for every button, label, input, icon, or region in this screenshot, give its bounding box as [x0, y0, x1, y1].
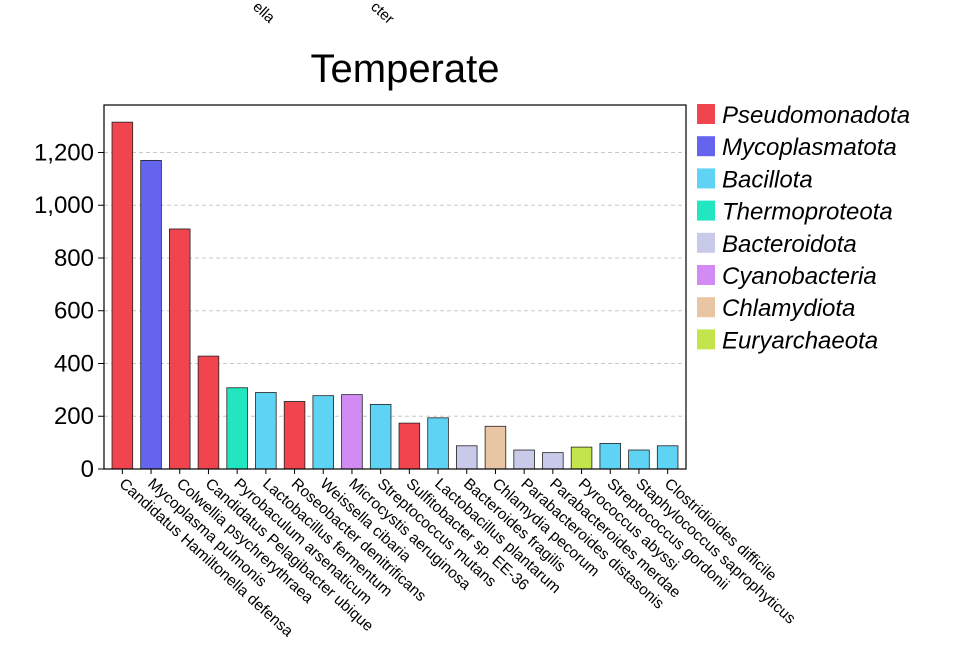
bar-15 — [513, 449, 535, 470]
y-axis: 0 200 400 600 800 1,000 1,200 — [34, 139, 104, 483]
bar-12 — [427, 417, 449, 470]
cropped-label-fragment: cter — [367, 0, 397, 28]
bar-3 — [169, 228, 191, 470]
y-tick-label: 400 — [54, 350, 94, 377]
bar-19 — [628, 449, 650, 470]
legend-swatch — [697, 297, 715, 318]
legend-label: Euryarchaeota — [722, 327, 878, 354]
y-tick-label: 1,000 — [34, 192, 94, 219]
bar-2 — [140, 159, 162, 470]
gridlines — [104, 151, 686, 417]
bar-14 — [484, 425, 507, 470]
legend-label: Mycoplasmatota — [722, 134, 897, 161]
bar-9 — [341, 394, 363, 470]
bar-10 — [369, 403, 392, 470]
cropped-previous-labels: ella cter — [249, 0, 397, 28]
legend-swatch — [697, 200, 715, 221]
bar-1 — [111, 121, 134, 470]
bar-5 — [226, 387, 248, 470]
y-tick-label: 800 — [54, 245, 94, 272]
legend-label: Bacteroidota — [722, 231, 857, 258]
bar-13 — [456, 445, 478, 470]
y-tick-label: 0 — [81, 456, 94, 483]
plot-frame — [103, 104, 687, 470]
x-tick-label: Clostridioides difficile — [661, 475, 780, 584]
legend-swatch — [697, 136, 715, 157]
bar-17 — [570, 446, 593, 470]
x-axis: Candidatus Hamiltonella defensaMycoplasm… — [116, 469, 799, 640]
legend-swatch — [697, 265, 715, 285]
legend-label: Pseudomonadota — [722, 102, 910, 129]
legend-label: Bacillota — [722, 166, 813, 193]
y-tick-label: 600 — [54, 298, 94, 325]
bar-8 — [312, 395, 334, 470]
y-tick-label: 1,200 — [34, 139, 94, 166]
legend-label: Thermoproteota — [722, 199, 893, 226]
legend-swatch — [697, 168, 715, 189]
bar-18 — [599, 443, 621, 470]
legend-label: Chlamydiota — [722, 295, 855, 322]
bar-16 — [542, 452, 564, 470]
legend-swatch — [697, 104, 715, 124]
legend-swatch — [697, 232, 715, 253]
bar-7 — [283, 401, 306, 470]
bars — [111, 121, 679, 470]
legend: Pseudomonadota Mycoplasmatota Bacillota The… — [697, 102, 910, 354]
legend-label: Cyanobacteria — [722, 263, 877, 290]
bar-4 — [197, 355, 220, 470]
y-tick-label: 200 — [54, 403, 94, 430]
legend-swatch — [697, 329, 715, 350]
cropped-label-fragment: ella — [249, 0, 278, 27]
bar-11 — [398, 422, 421, 470]
bar-20 — [656, 445, 679, 470]
chart-title: Temperate — [311, 47, 500, 91]
bar-6 — [255, 392, 277, 470]
